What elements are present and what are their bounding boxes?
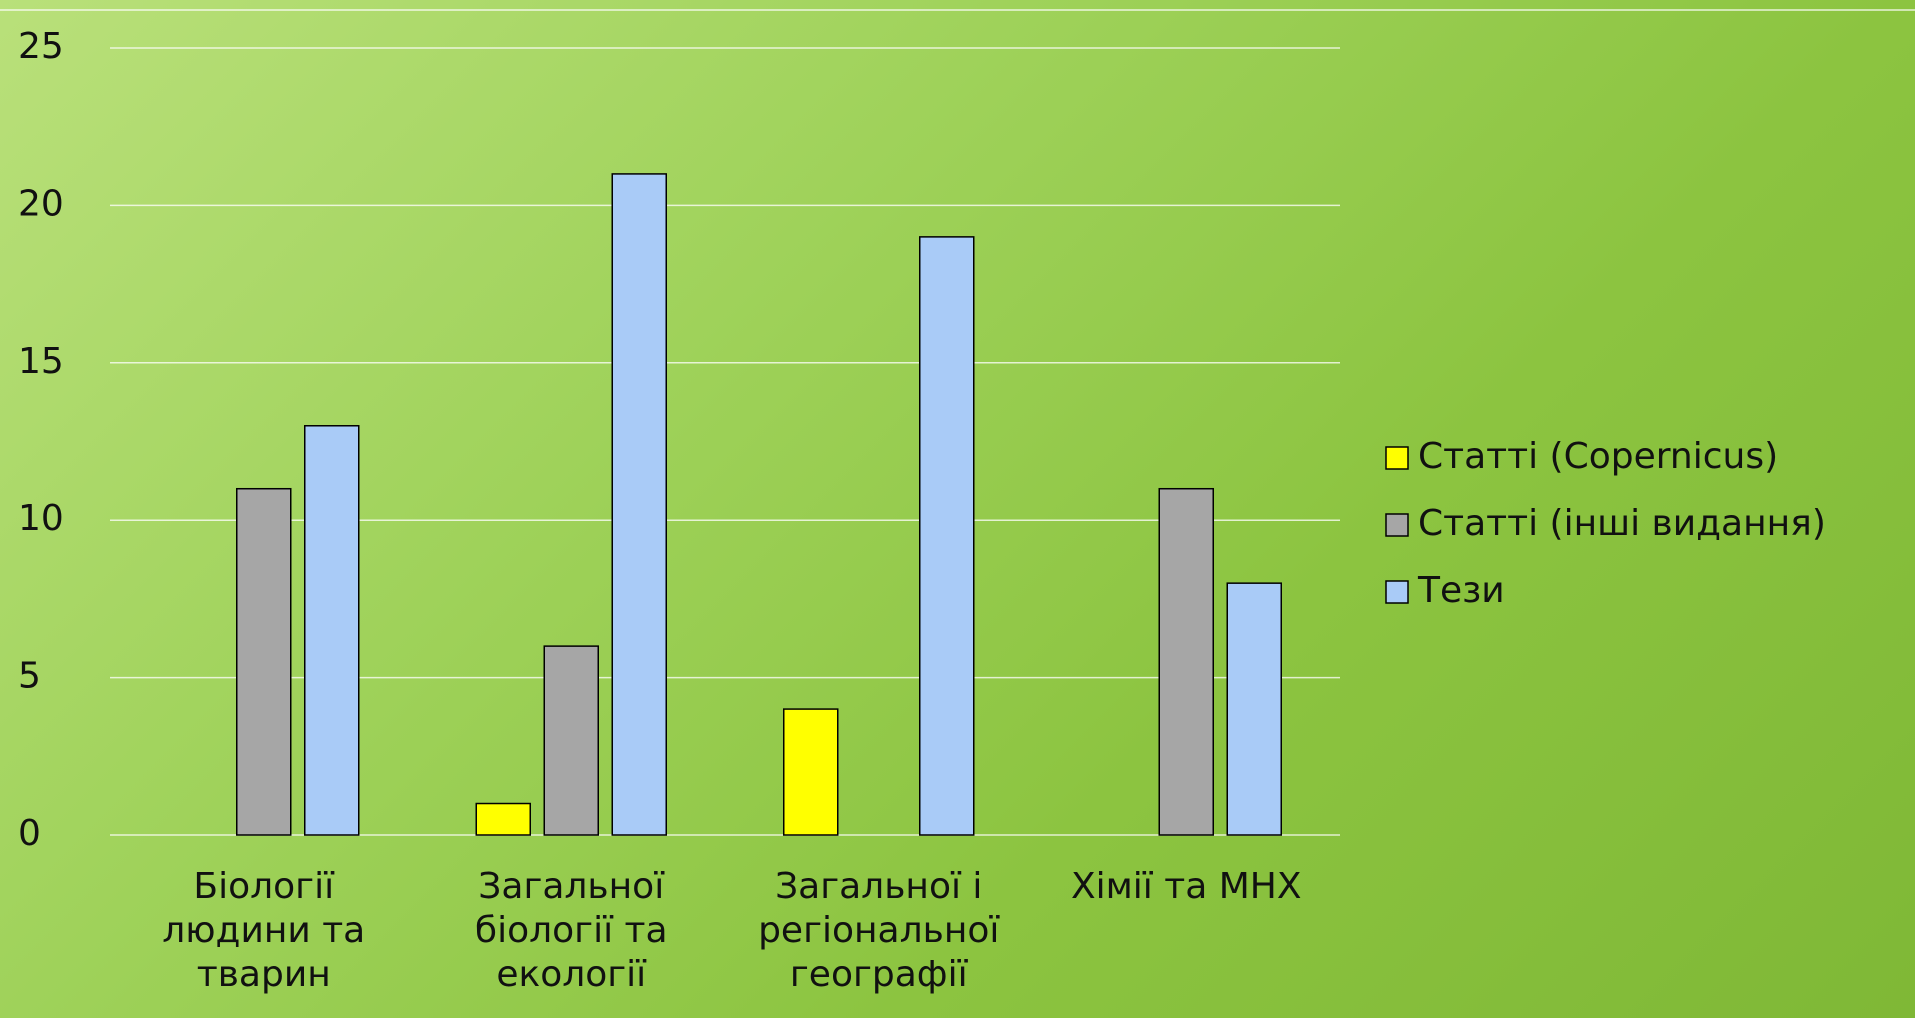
bar bbox=[236, 487, 292, 836]
y-tick-label: 5 bbox=[18, 656, 41, 697]
bar bbox=[543, 645, 599, 836]
y-tick-label: 20 bbox=[18, 183, 64, 224]
bar bbox=[919, 236, 975, 836]
bar bbox=[1158, 487, 1214, 836]
legend-label: Статті (інші видання) bbox=[1418, 503, 1826, 544]
y-tick-label: 0 bbox=[18, 813, 41, 854]
legend-swatch bbox=[1385, 580, 1409, 604]
legend-label: Тези bbox=[1417, 570, 1505, 611]
x-tick-label: Хімії та МНХ bbox=[1070, 866, 1302, 907]
bar bbox=[475, 802, 531, 836]
y-tick-label: 25 bbox=[18, 26, 64, 67]
bar bbox=[1226, 582, 1282, 836]
legend-label: Статті (Copernicus) bbox=[1418, 436, 1778, 477]
x-tick-label: Загальної біології та екології bbox=[474, 866, 668, 995]
bar bbox=[783, 708, 839, 836]
x-tick-label: Загальної і регіональної географії bbox=[758, 866, 1000, 995]
x-tick-label: Біології людини та тварин bbox=[162, 866, 366, 995]
legend-swatch bbox=[1385, 513, 1409, 537]
y-tick-label: 15 bbox=[18, 341, 64, 382]
bar bbox=[304, 425, 360, 836]
bar bbox=[611, 173, 667, 836]
y-tick-label: 10 bbox=[18, 498, 64, 539]
legend-swatch bbox=[1385, 446, 1409, 470]
